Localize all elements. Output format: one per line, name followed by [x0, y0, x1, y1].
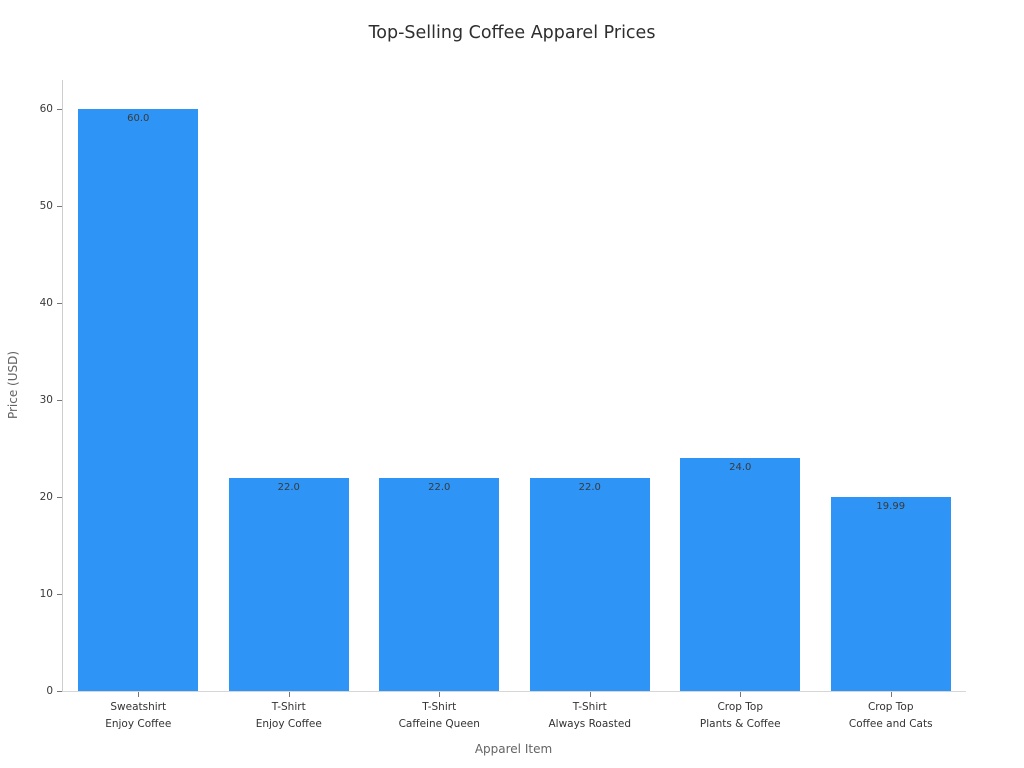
x-axis-tick [589, 692, 591, 697]
x-tick-label: T-Shirt Always Roasted [548, 701, 632, 730]
bar-value-label: 22.0 [277, 481, 300, 493]
bar [529, 477, 650, 691]
bar-value-label: 22.0 [578, 481, 601, 493]
x-axis-tick [740, 692, 742, 697]
x-tick-label: T-Shirt Caffeine Queen [398, 701, 480, 730]
bar [228, 477, 349, 691]
bar-value-label: 60.0 [127, 113, 150, 125]
x-tick-label: Sweatshirt Enjoy Coffee [105, 701, 172, 730]
y-axis-tick [57, 691, 62, 692]
bar [680, 458, 801, 691]
y-axis-tick [57, 303, 62, 305]
y-axis-tick [57, 497, 62, 499]
chart-title: Top-Selling Coffee Apparel Prices [368, 23, 656, 43]
plot-area: 0 10 20 30 40 50 60 60.0 Sweatshirt Enjoy Coffee 2… [40, 80, 966, 730]
bar [379, 477, 500, 691]
y-tick-label: 40 [39, 297, 53, 310]
y-tick-label: 20 [39, 491, 53, 504]
y-tick-label: 0 [46, 685, 53, 697]
x-axis-tick [890, 692, 892, 697]
x-axis-tick [288, 692, 290, 697]
bar-value-label: 24.0 [729, 462, 752, 474]
y-tick-label: 60 [39, 103, 53, 116]
bar-value-label: 19.99 [876, 501, 906, 513]
bar [78, 109, 199, 691]
y-tick-label: 10 [39, 588, 53, 601]
x-tick-label: Crop Top Coffee and Cats [848, 701, 933, 730]
x-axis-tick [138, 692, 140, 697]
y-axis-tick [57, 400, 62, 402]
x-tick-label: T-Shirt Enjoy Coffee [255, 701, 322, 730]
x-axis-label: Apparel Item [474, 742, 553, 756]
y-axis-tick [57, 594, 62, 596]
bar [830, 497, 951, 691]
y-axis-tick [57, 206, 62, 208]
y-tick-label: 50 [39, 200, 53, 213]
y-axis-label: Price (USD) [6, 350, 20, 420]
y-tick-label: 30 [39, 394, 53, 407]
bar-value-label: 22.0 [428, 481, 451, 493]
x-tick-label: Crop Top Plants & Coffee [699, 701, 781, 730]
y-axis-tick [57, 109, 62, 111]
x-axis-tick [439, 692, 441, 697]
